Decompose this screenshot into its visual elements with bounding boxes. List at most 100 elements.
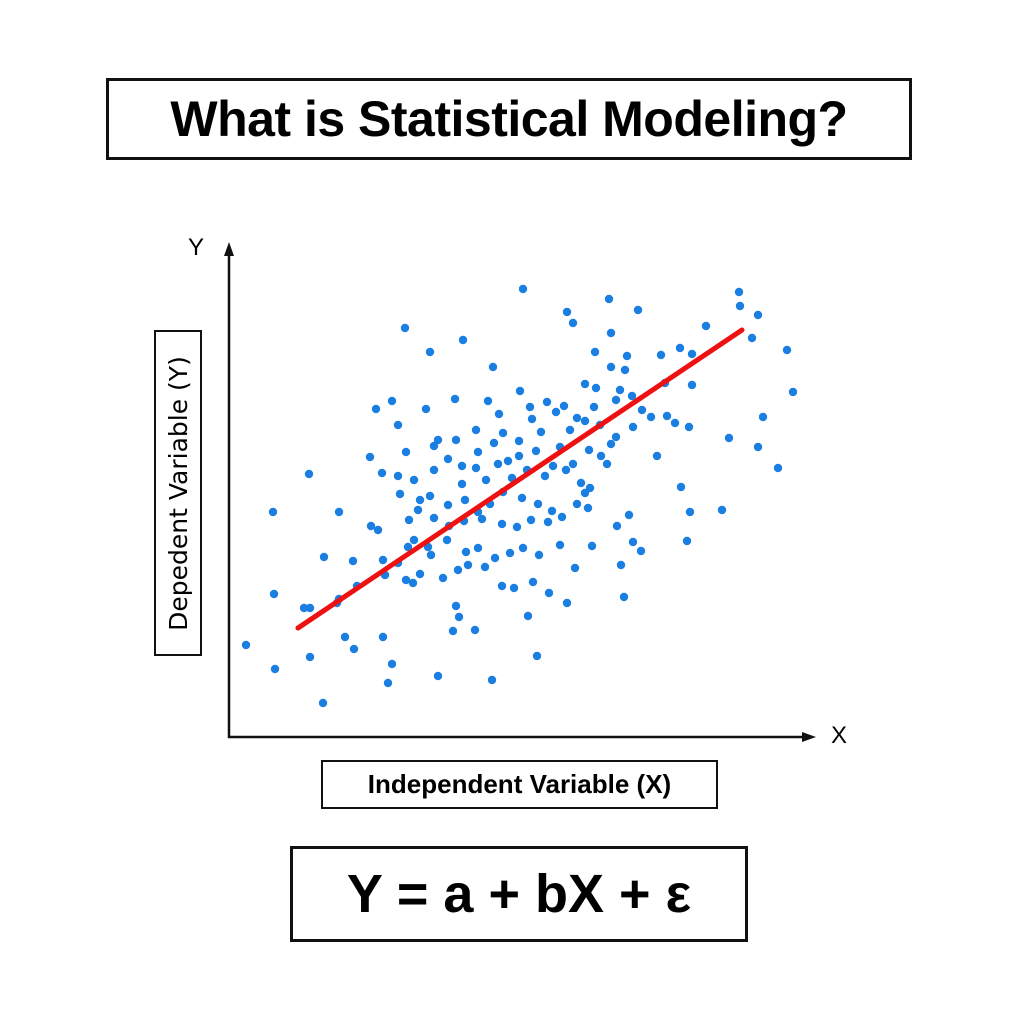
data-point xyxy=(637,405,647,415)
data-point xyxy=(612,521,622,531)
data-point xyxy=(457,461,467,471)
data-point xyxy=(487,675,497,685)
data-point xyxy=(540,471,550,481)
data-point xyxy=(606,362,616,372)
data-point xyxy=(401,575,411,585)
data-point xyxy=(747,333,757,343)
page-title: What is Statistical Modeling? xyxy=(170,91,848,147)
data-point xyxy=(494,409,504,419)
data-point xyxy=(580,416,590,426)
data-point xyxy=(387,659,397,669)
data-point xyxy=(448,626,458,636)
data-point xyxy=(584,445,594,455)
data-point xyxy=(451,435,461,445)
data-point xyxy=(433,671,443,681)
data-point xyxy=(606,439,616,449)
data-point xyxy=(624,510,634,520)
data-point xyxy=(409,475,419,485)
data-point xyxy=(628,537,638,547)
equation-box: Y = a + bX + ε xyxy=(290,846,748,942)
data-point xyxy=(409,535,419,545)
data-point xyxy=(684,422,694,432)
data-point xyxy=(580,379,590,389)
data-point xyxy=(443,454,453,464)
data-point xyxy=(551,407,561,417)
data-point xyxy=(481,475,491,485)
data-point xyxy=(299,603,309,613)
data-point xyxy=(670,418,680,428)
data-point xyxy=(619,592,629,602)
data-point xyxy=(438,573,448,583)
data-point xyxy=(473,543,483,553)
title-box: What is Statistical Modeling? xyxy=(106,78,912,160)
data-point xyxy=(503,456,513,466)
data-point xyxy=(453,565,463,575)
data-point xyxy=(662,411,672,421)
data-point xyxy=(589,402,599,412)
data-point xyxy=(735,301,745,311)
regression-line xyxy=(295,327,745,631)
data-point xyxy=(497,519,507,529)
data-point xyxy=(514,436,524,446)
data-point xyxy=(366,521,376,531)
data-point xyxy=(687,380,697,390)
data-point xyxy=(463,560,473,570)
data-point xyxy=(319,552,329,562)
data-point xyxy=(512,522,522,532)
data-point xyxy=(543,517,553,527)
data-point xyxy=(471,463,481,473)
data-point xyxy=(483,396,493,406)
data-point xyxy=(518,543,528,553)
x-axis-letter: X xyxy=(831,722,848,749)
data-point xyxy=(404,515,414,525)
data-point xyxy=(304,469,314,479)
data-point xyxy=(782,345,792,355)
data-point xyxy=(489,438,499,448)
y-axis-letter: Y xyxy=(188,234,205,261)
data-point xyxy=(682,536,692,546)
data-point xyxy=(443,500,453,510)
data-point xyxy=(753,310,763,320)
data-point xyxy=(480,562,490,572)
data-point xyxy=(562,598,572,608)
data-point xyxy=(547,506,557,516)
data-point xyxy=(596,451,606,461)
data-point xyxy=(393,471,403,481)
data-point xyxy=(509,583,519,593)
data-point xyxy=(305,603,315,613)
data-point xyxy=(615,385,625,395)
data-points xyxy=(241,284,798,708)
data-point xyxy=(646,412,656,422)
data-point xyxy=(602,459,612,469)
data-point xyxy=(773,463,783,473)
data-point xyxy=(454,612,464,622)
data-point xyxy=(505,548,515,558)
y-axis-arrow-icon xyxy=(224,242,234,256)
data-point xyxy=(477,514,487,524)
x-axis-arrow-icon xyxy=(802,732,816,742)
data-point xyxy=(340,632,350,642)
data-point xyxy=(488,362,498,372)
data-point xyxy=(536,427,546,437)
data-point xyxy=(528,577,538,587)
data-point xyxy=(458,335,468,345)
data-point xyxy=(620,365,630,375)
data-point xyxy=(587,541,597,551)
data-point xyxy=(429,513,439,523)
data-point xyxy=(429,441,439,451)
data-point xyxy=(687,349,697,359)
data-point xyxy=(565,425,575,435)
data-point xyxy=(542,397,552,407)
regression-equation: Y = a + bX + ε xyxy=(346,864,692,924)
data-point xyxy=(753,442,763,452)
data-point xyxy=(383,678,393,688)
data-point xyxy=(403,542,413,552)
data-point xyxy=(471,425,481,435)
data-point xyxy=(590,347,600,357)
data-point xyxy=(378,555,388,565)
data-point xyxy=(365,452,375,462)
data-point xyxy=(628,422,638,432)
data-point xyxy=(532,651,542,661)
data-point xyxy=(734,287,744,297)
data-point xyxy=(305,652,315,662)
